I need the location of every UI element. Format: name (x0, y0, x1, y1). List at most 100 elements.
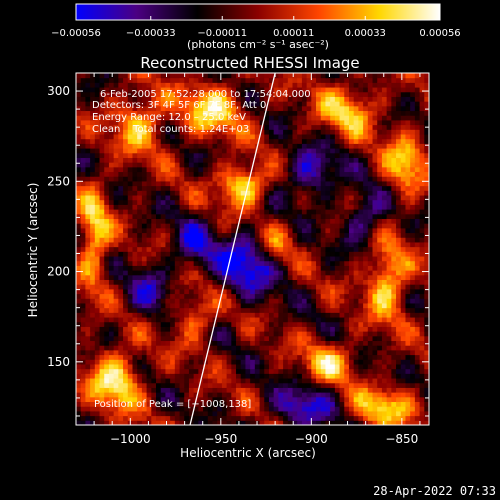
heatmap-cell (76, 345, 82, 351)
heatmap-cell (80, 406, 86, 412)
heatmap-cell (273, 340, 279, 346)
heatmap-cell (99, 110, 105, 116)
heatmap-cell (137, 105, 143, 112)
heatmap-cell (386, 396, 392, 403)
heatmap-cell (108, 237, 115, 243)
heatmap-cell (108, 77, 115, 83)
heatmap-cell (188, 166, 195, 173)
heatmap-cell (348, 265, 355, 271)
heatmap-cell (325, 241, 331, 248)
heatmap-cell (188, 218, 195, 224)
heatmap-cell (118, 134, 124, 140)
heatmap-cell (198, 406, 204, 412)
heatmap-cell (137, 284, 143, 290)
heatmap-cell (377, 213, 383, 219)
heatmap-cell (118, 218, 124, 224)
heatmap-cell (94, 288, 101, 295)
heatmap-cell (301, 274, 308, 280)
heatmap-cell (156, 185, 162, 191)
heatmap-cell (165, 213, 171, 219)
heatmap-cell (240, 373, 246, 379)
heatmap-cell (99, 312, 105, 318)
heatmap-cell (367, 246, 374, 252)
heatmap-cell (334, 349, 341, 356)
heatmap-cell (273, 176, 279, 182)
heatmap-cell (348, 415, 355, 421)
heatmap-cell (217, 359, 223, 365)
heatmap-cell (207, 195, 213, 201)
heatmap-cell (151, 91, 157, 97)
heatmap-cell (184, 387, 190, 393)
heatmap-cell (268, 180, 275, 187)
heatmap-cell (127, 410, 133, 417)
heatmap-cell (240, 218, 246, 224)
heatmap-cell (193, 368, 199, 374)
heatmap-cell (250, 340, 256, 346)
heatmap-cell (268, 162, 275, 168)
heatmap-cell (297, 317, 303, 323)
heatmap-cell (320, 345, 326, 351)
heatmap-cell (339, 171, 345, 177)
heatmap-cell (108, 82, 115, 88)
heatmap-cell (188, 326, 195, 332)
heatmap-cell (264, 415, 270, 421)
heatmap-cell (316, 138, 322, 144)
heatmap-cell (188, 119, 195, 126)
heatmap-cell (301, 378, 308, 384)
heatmap-cell (292, 331, 298, 337)
heatmap-cell (268, 392, 275, 398)
heatmap-cell (297, 251, 303, 257)
heatmap-cell (273, 213, 279, 219)
heatmap-cell (127, 270, 133, 276)
heatmap-cell (320, 317, 326, 323)
heatmap-cell (264, 223, 270, 229)
heatmap-cell (245, 105, 251, 112)
heatmap-cell (306, 87, 312, 93)
heatmap-cell (127, 129, 133, 135)
heatmap-cell (184, 171, 190, 177)
heatmap-cell (240, 378, 246, 384)
heatmap-cell (104, 373, 110, 379)
heatmap-cell (320, 171, 326, 177)
heatmap-cell (292, 232, 298, 238)
heatmap-cell (268, 401, 275, 407)
heatmap-cell (358, 162, 364, 168)
heatmap-cell (146, 326, 152, 332)
heatmap-cell (108, 110, 115, 116)
heatmap-cell (254, 134, 261, 140)
heatmap-cell (156, 326, 162, 332)
heatmap-cell (250, 129, 256, 135)
heatmap-cell (76, 96, 82, 102)
heatmap-cell (358, 354, 364, 360)
heatmap-cell (372, 82, 378, 88)
heatmap-cell (188, 279, 195, 285)
heatmap-cell (273, 335, 279, 342)
heatmap-cell (207, 387, 213, 393)
heatmap-cell (353, 87, 359, 93)
heatmap-cell (80, 124, 86, 130)
heatmap-cell (146, 288, 152, 295)
heatmap-cell (76, 105, 82, 112)
heatmap-cell (259, 256, 265, 262)
heatmap-cell (90, 218, 96, 224)
heatmap-cell (203, 368, 209, 374)
heatmap-cell (174, 105, 181, 112)
heatmap-cell (236, 171, 242, 177)
heatmap-cell (245, 134, 251, 140)
heatmap-cell (90, 148, 96, 154)
heatmap-cell (339, 96, 345, 102)
heatmap-cell (123, 124, 129, 130)
heatmap-cell (174, 359, 181, 365)
heatmap-cell (76, 256, 82, 262)
heatmap-cell (212, 232, 218, 238)
heatmap-cell (334, 227, 341, 234)
heatmap-cell (80, 401, 86, 407)
heatmap-cell (104, 340, 110, 346)
heatmap-cell (207, 392, 213, 398)
heatmap-cell (339, 415, 345, 421)
heatmap-cell (311, 195, 317, 201)
heatmap-cell (348, 91, 355, 97)
heatmap-cell (165, 279, 171, 285)
heatmap-cell (348, 195, 355, 201)
heatmap-cell (137, 359, 143, 365)
